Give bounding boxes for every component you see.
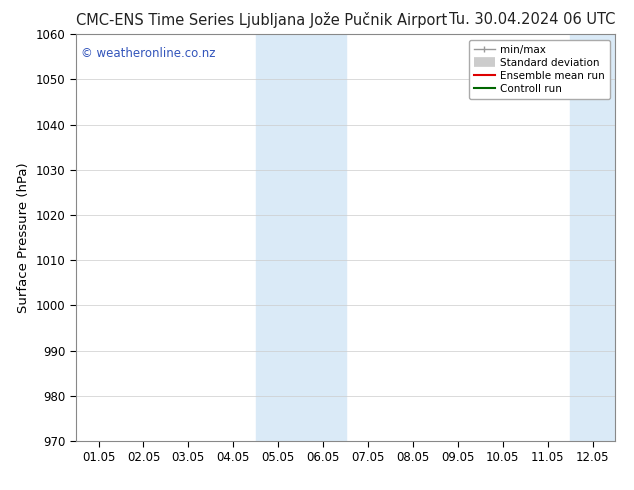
Legend: min/max, Standard deviation, Ensemble mean run, Controll run: min/max, Standard deviation, Ensemble me… [469, 40, 610, 99]
Text: © weatheronline.co.nz: © weatheronline.co.nz [81, 47, 216, 59]
Bar [570, 34, 615, 441]
Text: CMC-ENS Time Series Ljubljana Jože Pučnik Airport: CMC-ENS Time Series Ljubljana Jože Pučni… [76, 12, 448, 28]
Bar [256, 34, 346, 441]
Text: Tu. 30.04.2024 06 UTC: Tu. 30.04.2024 06 UTC [449, 12, 615, 27]
Y-axis label: Surface Pressure (hPa): Surface Pressure (hPa) [17, 162, 30, 313]
